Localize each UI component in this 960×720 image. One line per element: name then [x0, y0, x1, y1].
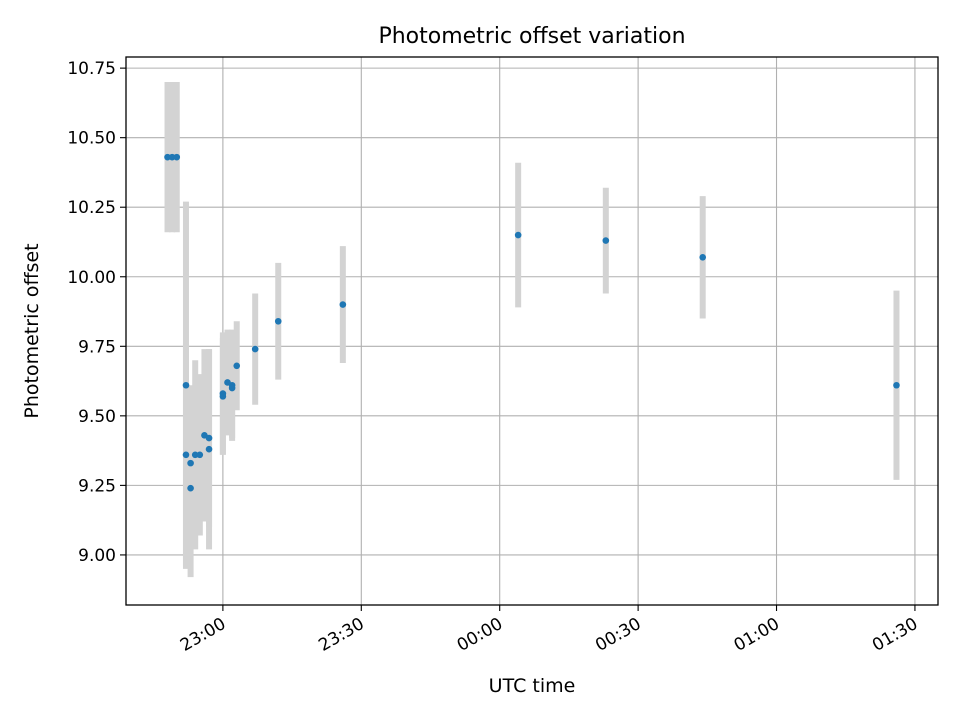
data-point [205, 445, 213, 453]
data-points [164, 153, 900, 492]
data-point [205, 434, 213, 442]
data-point [191, 451, 199, 459]
y-axis-label: Photometric offset [21, 243, 43, 418]
chart-title: Photometric offset variation [378, 24, 685, 49]
y-tick-label: 9.00 [78, 546, 116, 566]
x-tick-label: 23:30 [315, 614, 367, 656]
data-point [893, 381, 900, 389]
x-tick-label: 00:00 [454, 614, 506, 656]
data-point [699, 253, 707, 261]
data-point [339, 301, 347, 308]
error-bars [164, 82, 900, 578]
data-point [219, 393, 227, 400]
data-point [514, 231, 522, 239]
data-point [187, 484, 194, 492]
plot-frame [125, 56, 939, 606]
data-point [173, 153, 181, 161]
data-point [182, 451, 190, 459]
data-point [274, 317, 282, 325]
data-point [228, 384, 236, 392]
y-tick-label: 10.00 [67, 268, 116, 288]
x-tick-label: 00:30 [592, 614, 644, 656]
y-tick-label: 9.50 [78, 407, 116, 427]
y-tick-label: 9.75 [78, 337, 116, 357]
x-tick-label: 01:30 [869, 614, 921, 656]
x-tick-label: 23:00 [177, 614, 229, 656]
x-axis-label: UTC time [489, 675, 576, 697]
data-point [182, 381, 190, 389]
data-point [168, 153, 176, 161]
data-point [164, 153, 171, 161]
grid [126, 57, 938, 605]
data-point [196, 451, 204, 459]
y-tick-label: 10.50 [67, 129, 116, 149]
data-point [602, 237, 610, 244]
y-tick-label: 10.75 [67, 59, 116, 79]
y-tick-label: 9.25 [78, 476, 116, 496]
axis-ticks: 23:00 23:30 00:00 00:30 01:00 01:30 9.00 9.25 9.… [67, 59, 921, 656]
data-point [187, 459, 194, 467]
data-point [251, 345, 259, 353]
x-tick-label: 01:00 [731, 614, 783, 656]
data-point [233, 362, 241, 370]
y-tick-label: 10.25 [67, 198, 116, 218]
